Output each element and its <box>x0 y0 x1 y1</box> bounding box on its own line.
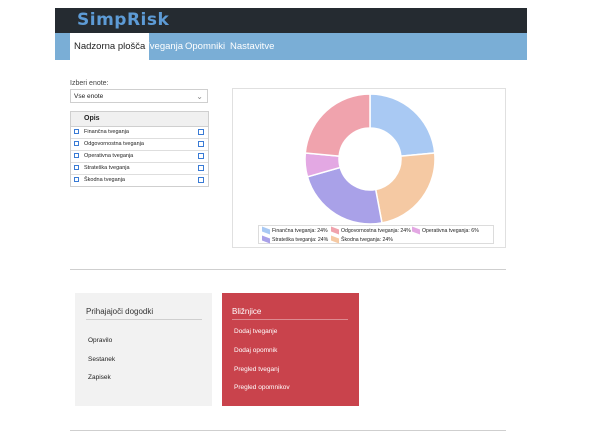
legend-item[interactable]: Odgovornostna tveganja: 24% <box>331 226 411 235</box>
view-risks-link[interactable]: Pregled tveganj <box>234 366 280 373</box>
upcoming-events-panel: Prihajajoči dogodki Opravilo Sestanek Za… <box>75 293 212 406</box>
tab-dashboard[interactable]: Nadzorna plošča <box>70 33 150 60</box>
tab-reminders[interactable]: Opomniki <box>185 41 226 52</box>
expand-icon[interactable] <box>74 165 79 170</box>
donut-slice[interactable] <box>369 93 436 157</box>
chart-panel <box>232 88 506 248</box>
legend-label: Odgovornostna tveganja: 24% <box>341 228 411 234</box>
add-reminder-link[interactable]: Dodaj opomnik <box>234 347 278 354</box>
legend-item[interactable]: Operativna tveganja: 6% <box>412 226 479 235</box>
legend-swatch <box>262 235 270 244</box>
legend-label: Finančna tveganja: 24% <box>272 228 328 234</box>
expand-icon[interactable] <box>74 153 79 158</box>
legend-label: Škodna tveganja: 24% <box>341 237 393 243</box>
event-item-meeting[interactable]: Sestanek <box>88 356 116 363</box>
risk-category-label: Operativna tveganja <box>84 153 134 159</box>
table-row[interactable]: Škodna tveganja <box>71 175 208 186</box>
unit-select-value: Vse enote <box>74 93 104 100</box>
event-item-note[interactable]: Zapisek <box>88 374 111 381</box>
tab-risks[interactable]: Tveganja <box>144 41 184 52</box>
section-divider <box>70 430 506 431</box>
shortcuts-panel: Bližnjice Dodaj tveganje Dodaj opomnik P… <box>222 293 359 406</box>
expand-icon[interactable] <box>74 177 79 182</box>
unit-select[interactable]: Vse enote ⌄ <box>70 89 208 103</box>
chevron-down-icon: ⌄ <box>196 92 203 101</box>
calendar-icon[interactable] <box>198 177 204 183</box>
table-row[interactable]: Odgovornostna tveganja <box>71 139 208 151</box>
top-bar: SimpRisk <box>55 8 527 33</box>
risk-donut-chart <box>304 93 436 225</box>
app-logo[interactable]: SimpRisk <box>77 10 170 30</box>
panel-divider <box>232 319 348 320</box>
legend-label: Strateška tveganja: 24% <box>272 237 329 243</box>
donut-slice[interactable] <box>304 93 371 157</box>
calendar-icon[interactable] <box>198 129 204 135</box>
risk-category-label: Odgovornostna tveganja <box>84 141 144 147</box>
description-header: Opis <box>71 112 208 127</box>
calendar-icon[interactable] <box>198 141 204 147</box>
donut-slice[interactable] <box>306 166 383 225</box>
legend-swatch <box>412 226 420 235</box>
expand-icon[interactable] <box>74 129 79 134</box>
legend-swatch <box>331 235 339 244</box>
legend-item[interactable]: Finančna tveganja: 24% <box>262 226 328 235</box>
calendar-icon[interactable] <box>198 153 204 159</box>
unit-select-label: Izberi enote: <box>70 80 109 87</box>
upcoming-events-title: Prihajajoči dogodki <box>86 307 154 316</box>
chart-legend: Finančna tveganja: 24% Odgovornostna tve… <box>258 225 494 244</box>
risk-category-label: Finančna tveganja <box>84 129 129 135</box>
legend-item[interactable]: Strateška tveganja: 24% <box>262 235 329 244</box>
table-row[interactable]: Operativna tveganja <box>71 151 208 163</box>
event-item-task[interactable]: Opravilo <box>88 337 113 344</box>
shortcuts-title: Bližnjice <box>232 307 262 316</box>
donut-slice[interactable] <box>374 152 436 224</box>
legend-swatch <box>331 226 339 235</box>
table-row[interactable]: Finančna tveganja <box>71 127 208 139</box>
risk-category-label: Strateška tveganja <box>84 165 130 171</box>
risk-category-label: Škodna tveganja <box>84 177 125 183</box>
legend-swatch <box>262 226 270 235</box>
expand-icon[interactable] <box>74 141 79 146</box>
view-reminders-link[interactable]: Pregled opomnikov <box>234 384 290 391</box>
legend-item[interactable]: Škodna tveganja: 24% <box>331 235 393 244</box>
description-table: Opis Finančna tveganja Odgovornostna tve… <box>70 111 209 187</box>
table-row[interactable]: Strateška tveganja <box>71 163 208 175</box>
main-nav: Nadzorna plošča Tveganja Opomniki Nastav… <box>55 33 527 60</box>
legend-label: Operativna tveganja: 6% <box>422 228 479 234</box>
calendar-icon[interactable] <box>198 165 204 171</box>
section-divider <box>70 269 506 270</box>
add-risk-link[interactable]: Dodaj tveganje <box>234 328 278 335</box>
tab-settings[interactable]: Nastavitve <box>230 41 275 52</box>
panel-divider <box>86 319 202 320</box>
